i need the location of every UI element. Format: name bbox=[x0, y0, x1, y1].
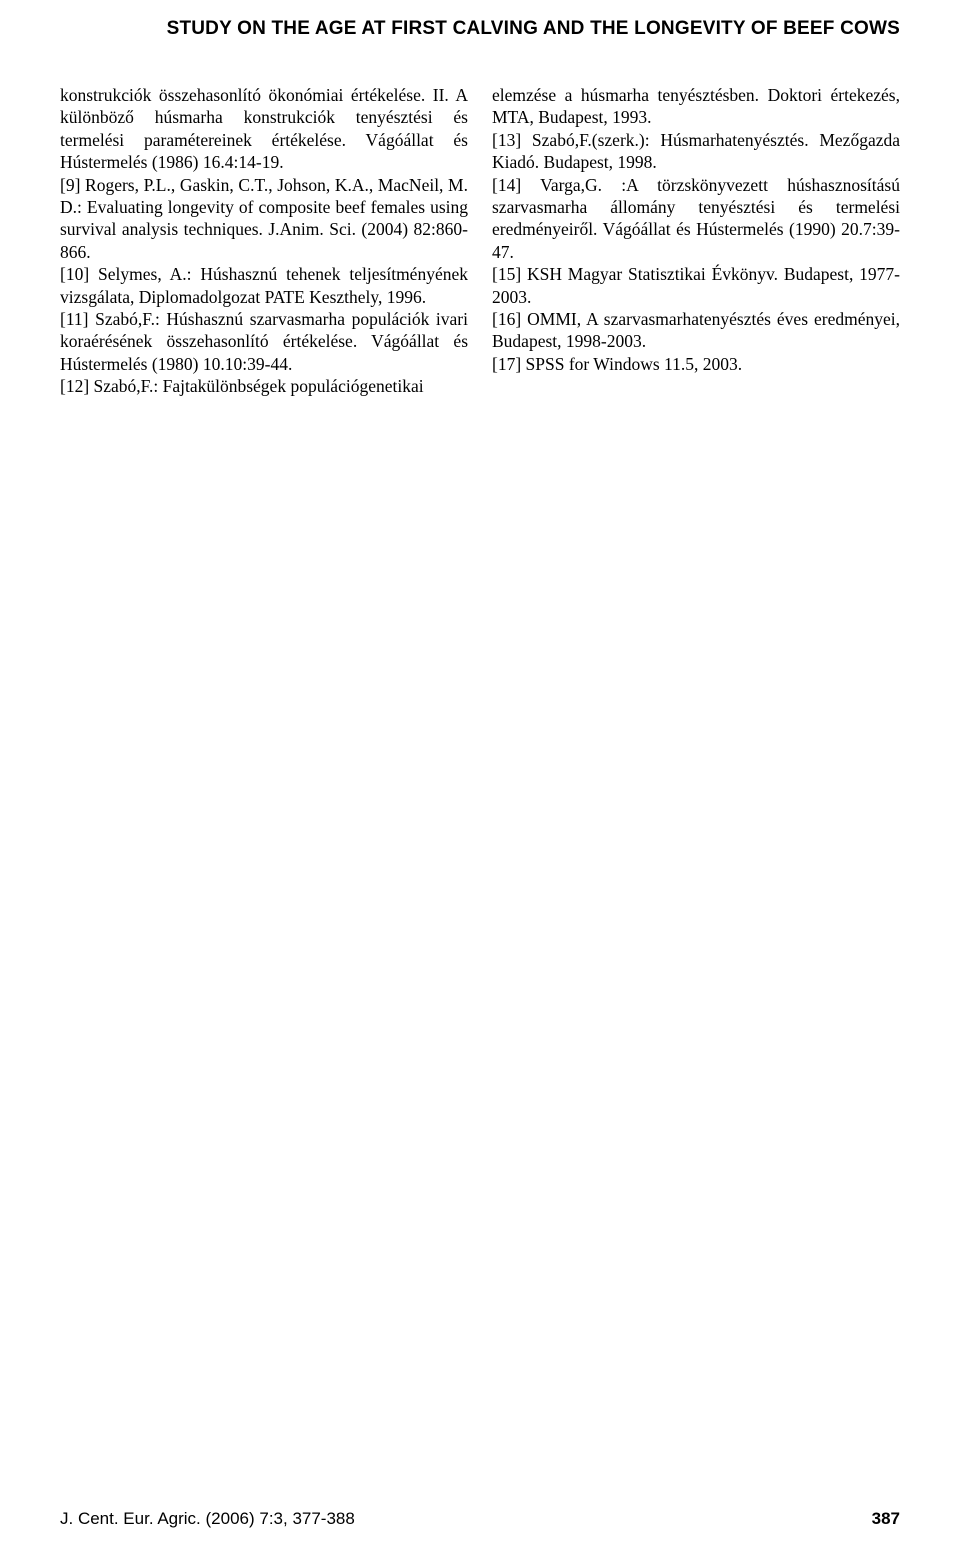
reference-paragraph: [11] Szabó,F.: Húshasznú szarvasmarha po… bbox=[60, 308, 468, 375]
reference-paragraph: elemzése a húsmarha tenyésztésben. Dokto… bbox=[492, 84, 900, 129]
reference-paragraph: [15] KSH Magyar Statisztikai Évkönyv. Bu… bbox=[492, 263, 900, 308]
reference-paragraph: [16] OMMI, A szarvasmarhatenyésztés éves… bbox=[492, 308, 900, 353]
page-number: 387 bbox=[872, 1509, 900, 1529]
reference-paragraph: [13] Szabó,F.(szerk.): Húsmarhatenyészté… bbox=[492, 129, 900, 174]
right-column: elemzése a húsmarha tenyésztésben. Dokto… bbox=[492, 84, 900, 397]
journal-citation: J. Cent. Eur. Agric. (2006) 7:3, 377-388 bbox=[60, 1509, 355, 1529]
page-footer: J. Cent. Eur. Agric. (2006) 7:3, 377-388… bbox=[60, 1509, 900, 1529]
body-columns: konstrukciók összehasonlító ökonómiai ér… bbox=[60, 84, 900, 397]
reference-paragraph: [12] Szabó,F.: Fajtakülönbségek populáci… bbox=[60, 375, 468, 397]
left-column: konstrukciók összehasonlító ökonómiai ér… bbox=[60, 84, 468, 397]
reference-paragraph: [14] Varga,G. :A törzskönyvezett húshasz… bbox=[492, 174, 900, 264]
reference-paragraph: [9] Rogers, P.L., Gaskin, C.T., Johson, … bbox=[60, 174, 468, 264]
reference-paragraph: [17] SPSS for Windows 11.5, 2003. bbox=[492, 353, 900, 375]
reference-paragraph: konstrukciók összehasonlító ökonómiai ér… bbox=[60, 84, 468, 174]
reference-paragraph: [10] Selymes, A.: Húshasznú tehenek telj… bbox=[60, 263, 468, 308]
running-header: STUDY ON THE AGE AT FIRST CALVING AND TH… bbox=[60, 18, 900, 40]
